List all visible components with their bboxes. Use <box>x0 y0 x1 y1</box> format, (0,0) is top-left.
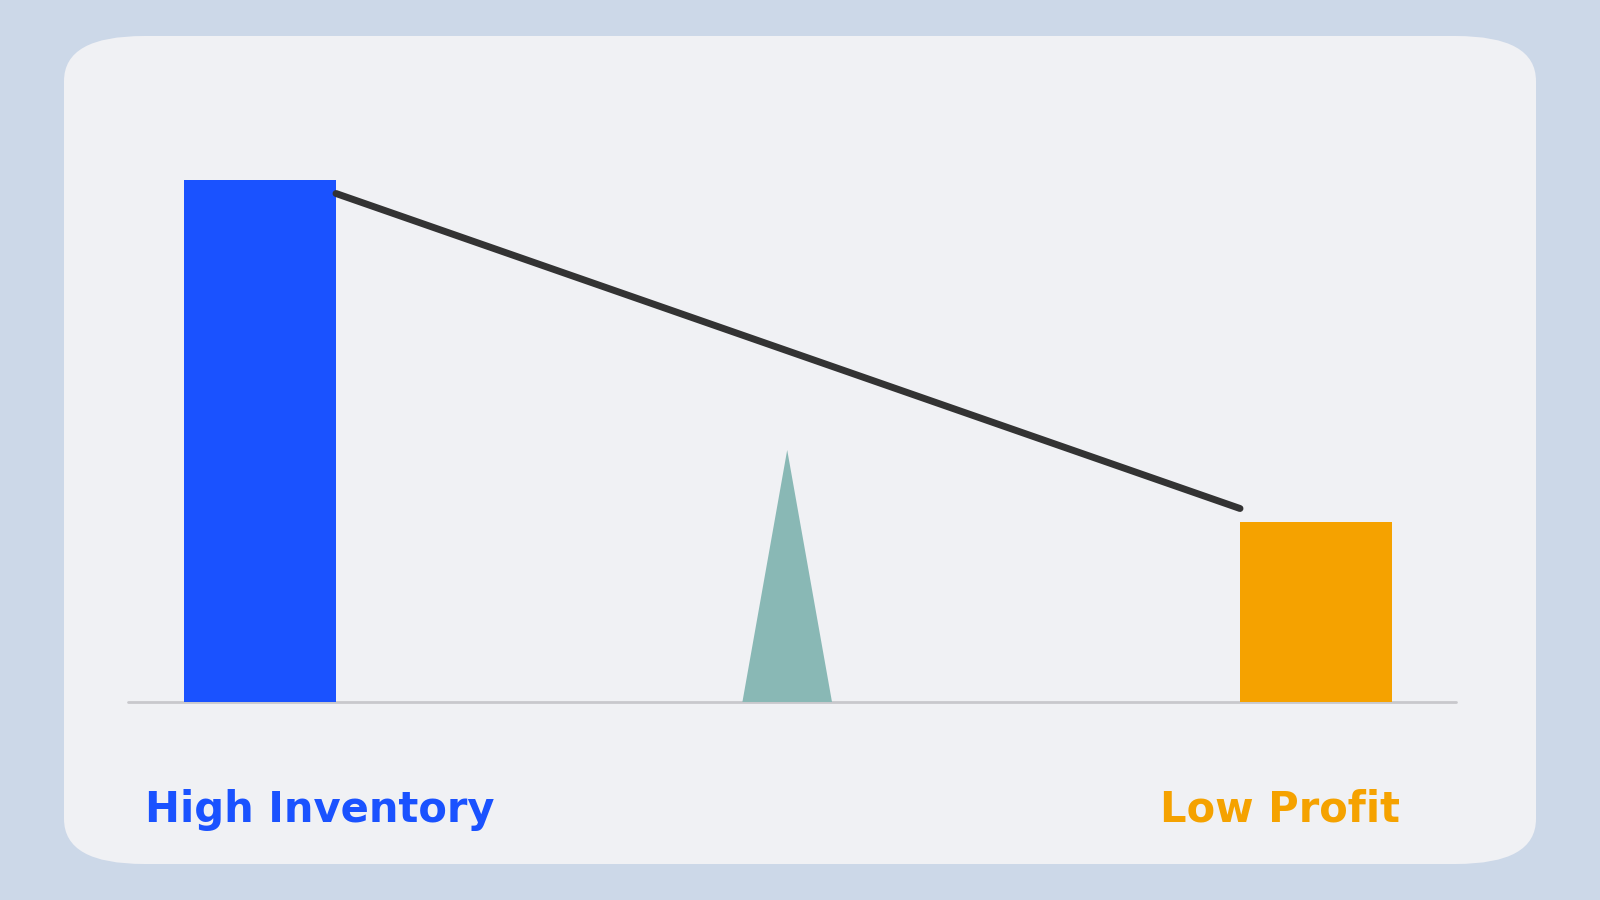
FancyBboxPatch shape <box>64 36 1536 864</box>
Bar <box>1240 522 1392 702</box>
Bar <box>184 180 336 702</box>
Text: High Inventory: High Inventory <box>146 789 494 831</box>
Polygon shape <box>742 450 832 702</box>
Text: Low Profit: Low Profit <box>1160 789 1400 831</box>
